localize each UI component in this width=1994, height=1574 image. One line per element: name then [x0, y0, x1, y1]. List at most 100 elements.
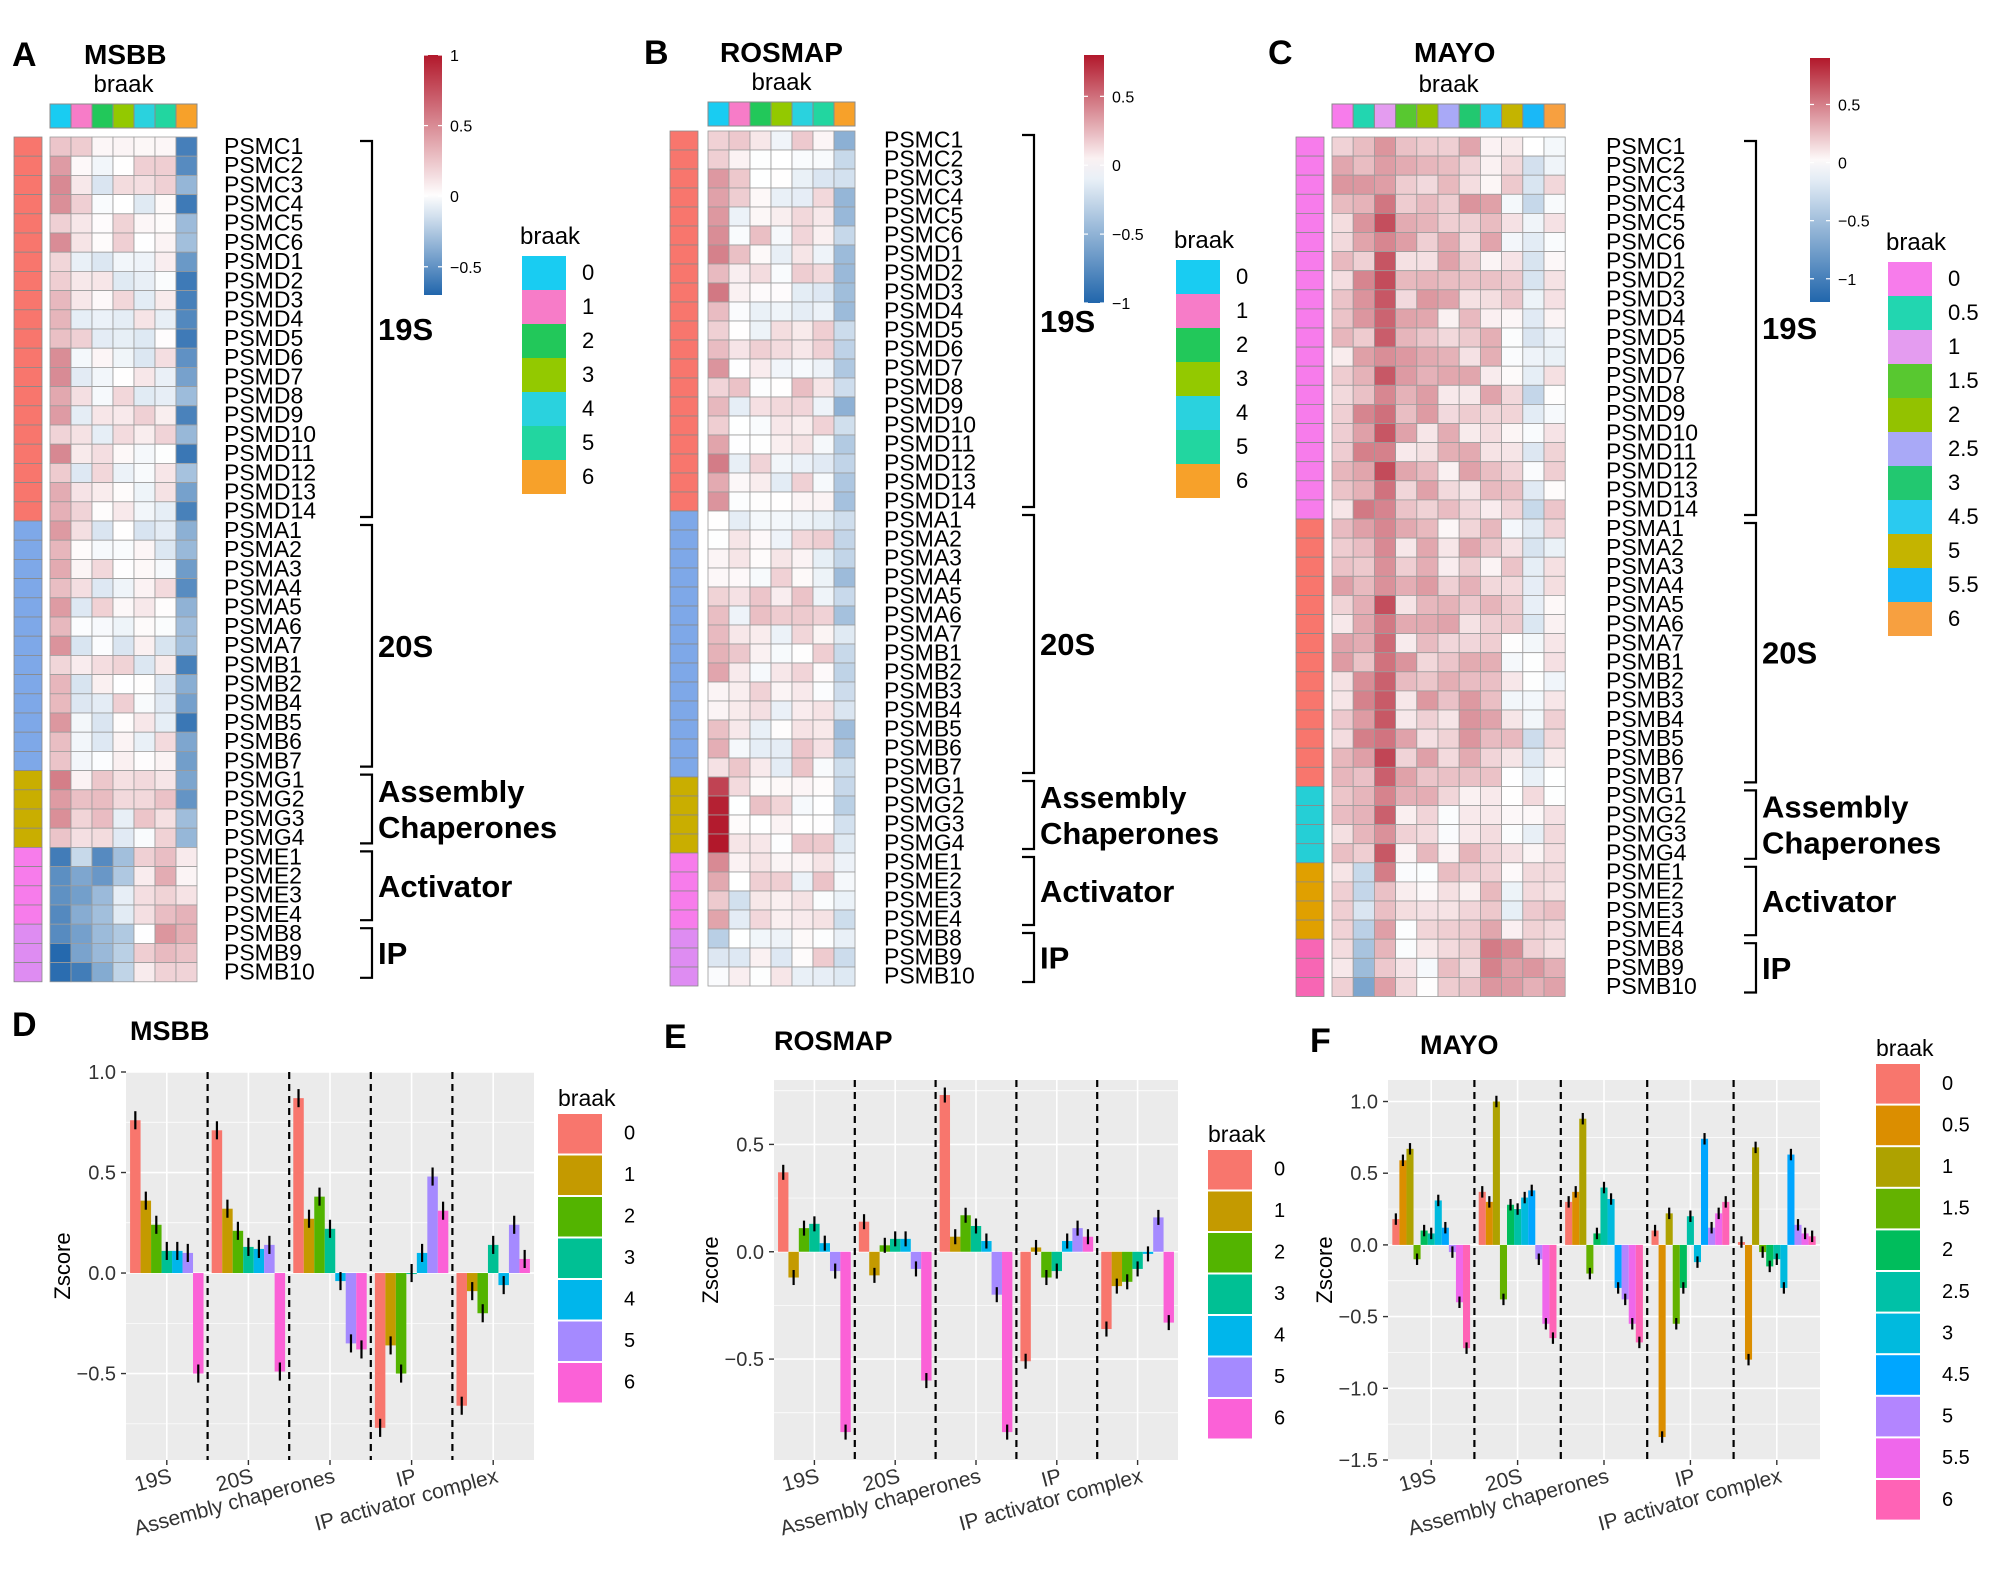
- heatmap-cell: [1543, 174, 1566, 195]
- heatmap-cell: [1416, 461, 1439, 482]
- heatmap-cell: [1458, 193, 1481, 214]
- row-label: PSMD9: [884, 393, 963, 419]
- heatmap-cell: [70, 770, 93, 791]
- heatmap-cell: [154, 386, 177, 407]
- bar: [161, 1250, 173, 1274]
- heatmap-cell: [1543, 442, 1566, 463]
- heatmap-cell: [1480, 957, 1503, 978]
- heatmap-cell: [1437, 537, 1460, 558]
- row-group-annotation: [1295, 327, 1325, 348]
- heatmap-cell: [1501, 423, 1524, 444]
- heatmap-cell: [707, 396, 730, 417]
- heatmap-cell: [49, 213, 72, 234]
- heatmap-cell: [1458, 652, 1481, 673]
- heatmap-cell: [91, 674, 114, 695]
- row-label: PSMC1: [884, 127, 963, 153]
- heatmap-cell: [1395, 442, 1418, 463]
- heatmap-cell: [707, 624, 730, 645]
- heatmap-cell: [49, 962, 72, 983]
- row-group-annotation: [669, 263, 699, 284]
- legend-swatch: [1888, 466, 1932, 500]
- heatmap-cell: [154, 405, 177, 426]
- heatmap-cell: [770, 719, 793, 740]
- heatmap-cell: [812, 757, 835, 778]
- heatmap-cell: [791, 966, 814, 987]
- row-group-annotation: [13, 578, 43, 599]
- row-label: PSMD5: [1606, 324, 1685, 350]
- bar: [1672, 1244, 1680, 1324]
- heatmap-cell: [1437, 614, 1460, 635]
- heatmap-cell: [70, 366, 93, 387]
- heatmap-cell: [112, 213, 135, 234]
- heatmap-cell: [1416, 308, 1439, 329]
- heatmap-cell: [133, 251, 156, 272]
- heatmap-cell: [1501, 442, 1524, 463]
- legend-label: 3: [1274, 1283, 1285, 1305]
- bar: [1434, 1200, 1442, 1245]
- heatmap-cell: [1501, 633, 1524, 654]
- heatmap-cell: [1437, 977, 1460, 997]
- bar: [303, 1218, 315, 1274]
- heatmap-cell: [1416, 346, 1439, 367]
- heatmap-cell: [1352, 384, 1375, 405]
- row-label: PSMD9: [1606, 400, 1685, 426]
- heatmap-cell: [749, 662, 772, 683]
- row-group-annotation: [669, 301, 699, 322]
- braak-annotation-cell: [728, 101, 751, 127]
- heatmap-cell: [770, 567, 793, 588]
- heatmap-cell: [1395, 977, 1418, 997]
- row-label: PSME2: [224, 862, 302, 888]
- row-group-annotation: [669, 776, 699, 797]
- heatmap-cell: [1395, 308, 1418, 329]
- heatmap-cell: [1352, 977, 1375, 997]
- heatmap-cell: [728, 928, 751, 949]
- row-label: PSMC4: [1606, 190, 1685, 216]
- heatmap-cell: [707, 453, 730, 474]
- heatmap-cell: [1374, 518, 1397, 539]
- row-label: PSMB3: [884, 678, 962, 704]
- heatmap-cell: [833, 681, 856, 702]
- heatmap-cell: [1437, 881, 1460, 902]
- heatmap-cell: [49, 405, 72, 426]
- row-label: PSME3: [884, 887, 962, 913]
- heatmap-cell: [833, 206, 856, 227]
- heatmap-cell: [1480, 671, 1503, 692]
- heatmap-cell: [1331, 442, 1354, 463]
- heatmap-cell: [833, 890, 856, 911]
- row-group-annotation: [1295, 403, 1325, 424]
- heatmap-cell: [1458, 862, 1481, 883]
- row-label: PSMB4: [884, 697, 962, 723]
- heatmap-cell: [1437, 193, 1460, 214]
- heatmap-cell: [1543, 308, 1566, 329]
- heatmap-cell: [175, 712, 198, 733]
- heatmap-cell: [1458, 633, 1481, 654]
- heatmap-cell: [707, 187, 730, 208]
- heatmap-cell: [1395, 403, 1418, 424]
- heatmap-cell: [91, 539, 114, 560]
- heatmap-cell: [1501, 957, 1524, 978]
- heatmap-cell: [91, 462, 114, 483]
- heatmap-cell: [749, 624, 772, 645]
- legend-swatch: [1876, 1396, 1920, 1437]
- heatmap-cell: [1331, 957, 1354, 978]
- heatmap-cell: [1331, 327, 1354, 348]
- heatmap-cell: [812, 662, 835, 683]
- braak-annotation-cell: [1416, 103, 1439, 129]
- heatmap-cell: [91, 808, 114, 829]
- heatmap-cell: [1416, 766, 1439, 787]
- heatmap-cell: [770, 966, 793, 987]
- heatmap-cell: [112, 462, 135, 483]
- row-group-annotation: [1295, 881, 1325, 902]
- heatmap-cell: [1395, 461, 1418, 482]
- row-label: PSMB9: [224, 939, 302, 965]
- legend-label: 0: [1942, 1073, 1953, 1095]
- heatmap-cell: [112, 309, 135, 330]
- heatmap-cell: [49, 559, 72, 580]
- heatmap-cell: [1437, 652, 1460, 673]
- heatmap-cell: [133, 789, 156, 810]
- heatmap-cell: [1331, 766, 1354, 787]
- bar: [798, 1228, 810, 1252]
- heatmap-cell: [91, 290, 114, 311]
- heatmap-cell: [1543, 518, 1566, 539]
